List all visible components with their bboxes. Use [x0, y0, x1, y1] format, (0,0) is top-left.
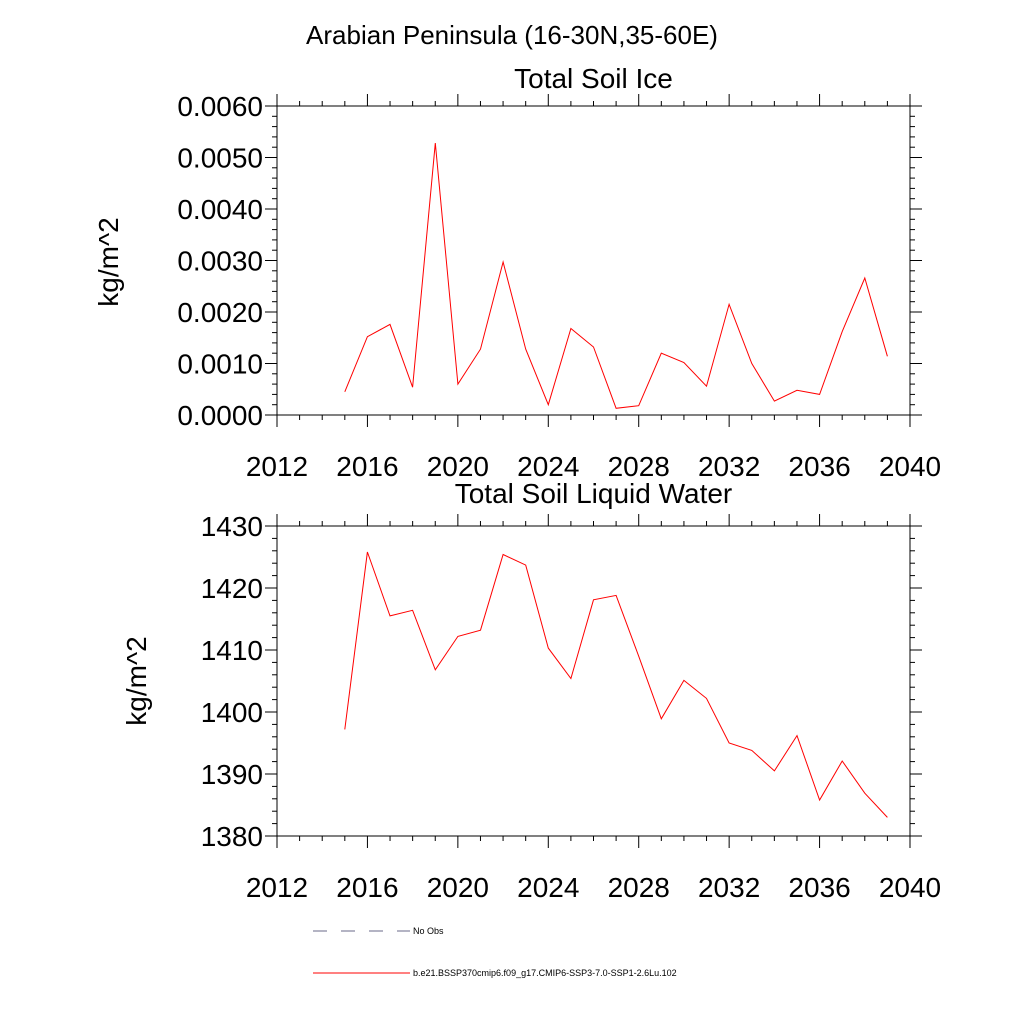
x-tick-label: 2036: [788, 872, 850, 903]
y-tick-label: 0.0000: [177, 400, 263, 431]
y-tick-label: 1390: [201, 759, 263, 790]
y-tick-label: 0.0030: [177, 246, 263, 277]
x-tick-label: 2016: [336, 451, 398, 482]
y-tick-label: 1430: [201, 511, 263, 542]
y-tick-label: 1410: [201, 635, 263, 666]
y-tick-label: 1380: [201, 821, 263, 852]
y-tick-label: 1400: [201, 697, 263, 728]
figure-title: Arabian Peninsula (16-30N,35-60E): [306, 20, 718, 50]
x-tick-label: 2032: [698, 451, 760, 482]
y-tick-label: 1420: [201, 573, 263, 604]
x-tick-label: 2024: [517, 872, 579, 903]
legend-label-model-run: b.e21.BSSP370cmip6.f09_g17.CMIP6-SSP3-7.…: [413, 968, 677, 978]
series-line-1: [344, 143, 888, 409]
y-tick-label: 0.0060: [177, 91, 263, 122]
panel-1: Total Soil Ice kg/m^2 2012 2016 2020 2024 2028…: [93, 63, 941, 482]
x-tick-label: 2016: [336, 872, 398, 903]
panel-2: Total Soil Liquid Water kg/m^2 2012 2016 202…: [121, 478, 941, 903]
y-tick-label: 0.0050: [177, 143, 263, 174]
x-tick-label: 2028: [608, 872, 670, 903]
chart-panels: Total Soil Ice kg/m^2 2012 2016 2020 2024 2028…: [93, 63, 941, 903]
x-tick-label: 2024: [517, 451, 579, 482]
panel-title: Total Soil Ice: [514, 63, 673, 94]
x-tick-label: 2040: [879, 872, 941, 903]
y-tick-label: 0.0010: [177, 349, 263, 380]
y-tick-label: 0.0020: [177, 297, 263, 328]
x-tick-label: 2020: [427, 451, 489, 482]
x-tick-label: 2012: [246, 451, 308, 482]
y-axis-label: kg/m^2: [93, 217, 124, 306]
series-line-1: [344, 551, 888, 818]
x-tick-label: 2040: [879, 451, 941, 482]
x-tick-label: 2012: [246, 872, 308, 903]
panel-title: Total Soil Liquid Water: [455, 478, 733, 509]
legend: No Obs b.e21.BSSP370cmip6.f09_g17.CMIP6-…: [313, 926, 677, 978]
plot-frame: [276, 105, 911, 416]
x-tick-label: 2032: [698, 872, 760, 903]
x-tick-label: 2036: [788, 451, 850, 482]
x-tick-label: 2028: [608, 451, 670, 482]
plot-frame: [276, 525, 911, 837]
x-tick-label: 2020: [427, 872, 489, 903]
legend-label-no-obs: No Obs: [413, 926, 444, 936]
y-tick-label: 0.0040: [177, 194, 263, 225]
y-axis-label: kg/m^2: [121, 636, 152, 725]
